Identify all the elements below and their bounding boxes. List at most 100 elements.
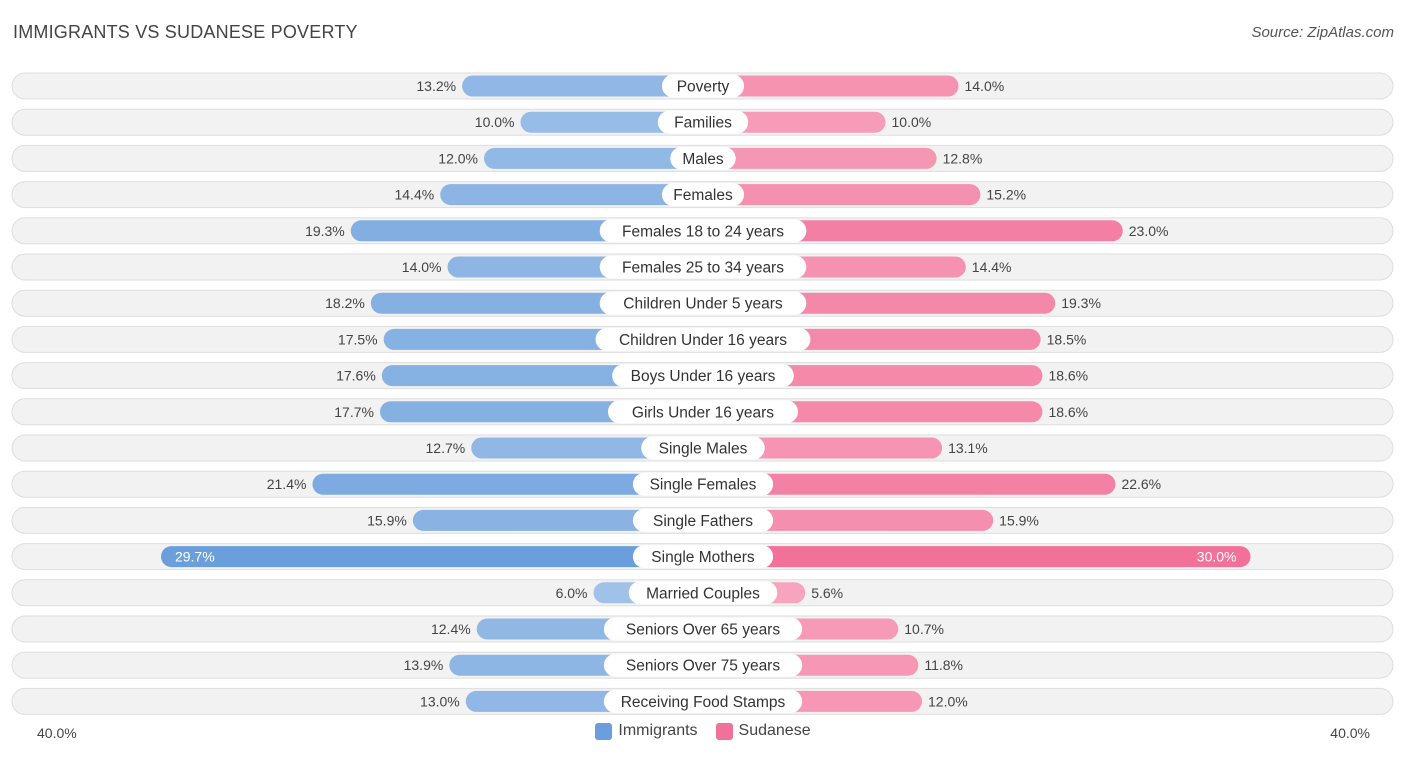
value-label-immigrants: 10.0% xyxy=(475,114,515,130)
value-label-sudanese: 10.7% xyxy=(904,621,944,637)
axis-right-label: 40.0% xyxy=(1330,725,1370,741)
category-label: Females 18 to 24 years xyxy=(622,223,784,240)
category-label: Poverty xyxy=(677,79,730,96)
legend-swatch-immigrants xyxy=(595,722,613,740)
bar-row: 17.5% 18.5% Children Under 16 years xyxy=(11,325,1394,353)
bar-sudanese xyxy=(691,184,981,206)
bar-row: 15.9% 15.9% Single Fathers xyxy=(11,506,1394,534)
category-label: Married Couples xyxy=(646,585,760,602)
value-label-sudanese: 22.6% xyxy=(1121,476,1161,492)
category-label-pill xyxy=(608,400,798,424)
category-label: Boys Under 16 years xyxy=(631,368,776,385)
bar-row: 12.7% 13.1% Single Males xyxy=(11,434,1394,462)
category-label-pill xyxy=(603,617,803,641)
value-label-sudanese: 10.0% xyxy=(892,114,932,130)
bar-immigrants xyxy=(462,75,715,97)
category-label-pill xyxy=(657,110,749,134)
value-label-sudanese: 15.9% xyxy=(999,512,1039,528)
bar-row: 17.7% 18.6% Girls Under 16 years xyxy=(11,398,1394,426)
value-label-sudanese: 19.3% xyxy=(1061,295,1101,311)
value-label-immigrants: 17.6% xyxy=(336,368,376,384)
bar-row: 10.0% 10.0% Families xyxy=(11,108,1394,136)
bar-immigrants xyxy=(440,184,715,206)
value-label-immigrants: 12.0% xyxy=(438,150,478,166)
category-label-pill xyxy=(632,545,774,569)
bar-row: 12.4% 10.7% Seniors Over 65 years xyxy=(11,615,1394,643)
category-label-pill xyxy=(632,472,774,496)
value-label-sudanese: 30.0% xyxy=(1197,549,1237,565)
value-label-sudanese: 5.6% xyxy=(811,585,843,601)
legend: Immigrants Sudanese xyxy=(0,722,1406,740)
bar-sudanese xyxy=(691,75,959,97)
category-label-pill xyxy=(612,364,794,388)
legend-label-sudanese: Sudanese xyxy=(738,722,811,739)
bar-immigrants xyxy=(484,147,715,169)
legend-label-immigrants: Immigrants xyxy=(618,722,698,739)
category-label: Single Females xyxy=(650,477,757,494)
value-label-immigrants: 13.0% xyxy=(420,693,460,709)
category-label: Males xyxy=(682,151,724,168)
value-label-sudanese: 14.0% xyxy=(965,78,1005,94)
category-label-pill xyxy=(599,255,807,279)
bar-row: 13.0% 12.0% Receiving Food Stamps xyxy=(11,687,1394,715)
value-label-sudanese: 12.0% xyxy=(928,693,968,709)
bar-row: 13.2% 14.0% Poverty xyxy=(11,72,1394,100)
category-label-pill xyxy=(632,508,774,532)
value-label-immigrants: 14.4% xyxy=(394,187,434,203)
bar-row: 6.0% 5.6% Married Couples xyxy=(11,579,1394,607)
bar-row: 19.3% 23.0% Females 18 to 24 years xyxy=(11,217,1394,245)
value-label-immigrants: 17.5% xyxy=(338,331,378,347)
value-label-immigrants: 29.7% xyxy=(175,549,215,565)
source-credit: Source: ZipAtlas.com xyxy=(1251,24,1394,41)
category-label: Seniors Over 65 years xyxy=(626,622,780,639)
value-label-immigrants: 15.9% xyxy=(367,512,407,528)
axis-left-label: 40.0% xyxy=(37,725,77,741)
category-label: Females 25 to 34 years xyxy=(622,260,784,277)
bar-sudanese xyxy=(691,473,1116,495)
value-label-immigrants: 18.2% xyxy=(325,295,365,311)
value-label-sudanese: 12.8% xyxy=(943,150,983,166)
category-label: Single Mothers xyxy=(651,549,755,566)
category-label-pill xyxy=(599,291,807,315)
legend-item-sudanese[interactable]: Sudanese xyxy=(715,722,811,740)
bar-row: 18.2% 19.3% Children Under 5 years xyxy=(11,289,1394,317)
bar-sudanese xyxy=(691,546,1251,568)
category-label: Girls Under 16 years xyxy=(632,404,774,421)
category-label-pill xyxy=(603,689,803,713)
bar-row: 12.0% 12.8% Males xyxy=(11,144,1394,172)
value-label-immigrants: 12.7% xyxy=(426,440,466,456)
value-label-immigrants: 21.4% xyxy=(267,476,307,492)
bar-row: 17.6% 18.6% Boys Under 16 years xyxy=(11,362,1394,390)
category-label-pill xyxy=(595,327,811,351)
bar-row: 14.4% 15.2% Females xyxy=(11,181,1394,209)
value-label-immigrants: 12.4% xyxy=(431,621,471,637)
bar-immigrants xyxy=(312,473,715,495)
category-label-pill xyxy=(661,183,745,207)
value-label-immigrants: 13.2% xyxy=(416,78,456,94)
value-label-sudanese: 11.8% xyxy=(924,657,963,673)
value-label-sudanese: 18.5% xyxy=(1047,331,1087,347)
bar-sudanese xyxy=(691,147,937,169)
legend-swatch-sudanese xyxy=(715,722,733,740)
chart-title: IMMIGRANTS VS SUDANESE POVERTY xyxy=(13,22,358,42)
category-label-pill xyxy=(661,74,745,98)
category-label: Seniors Over 75 years xyxy=(626,658,780,675)
category-label: Single Fathers xyxy=(653,513,753,530)
value-label-immigrants: 13.9% xyxy=(404,657,444,673)
value-label-sudanese: 15.2% xyxy=(986,187,1026,203)
category-label: Receiving Food Stamps xyxy=(621,694,786,711)
bar-row: 14.0% 14.4% Females 25 to 34 years xyxy=(11,253,1394,281)
legend-item-immigrants[interactable]: Immigrants xyxy=(595,722,698,740)
category-label-pill xyxy=(670,146,736,170)
value-label-sudanese: 23.0% xyxy=(1129,223,1169,239)
bar-row: 21.4% 22.6% Single Females xyxy=(11,470,1394,498)
category-label-pill xyxy=(599,219,807,243)
category-label: Families xyxy=(674,115,732,132)
value-label-immigrants: 6.0% xyxy=(556,585,588,601)
bar-row: 13.9% 11.8% Seniors Over 75 years xyxy=(11,651,1394,679)
category-label: Single Males xyxy=(659,441,748,458)
category-label-pill xyxy=(641,436,765,460)
bar-row: 29.7% 30.0% Single Mothers xyxy=(11,543,1394,571)
category-label: Children Under 5 years xyxy=(623,296,783,313)
